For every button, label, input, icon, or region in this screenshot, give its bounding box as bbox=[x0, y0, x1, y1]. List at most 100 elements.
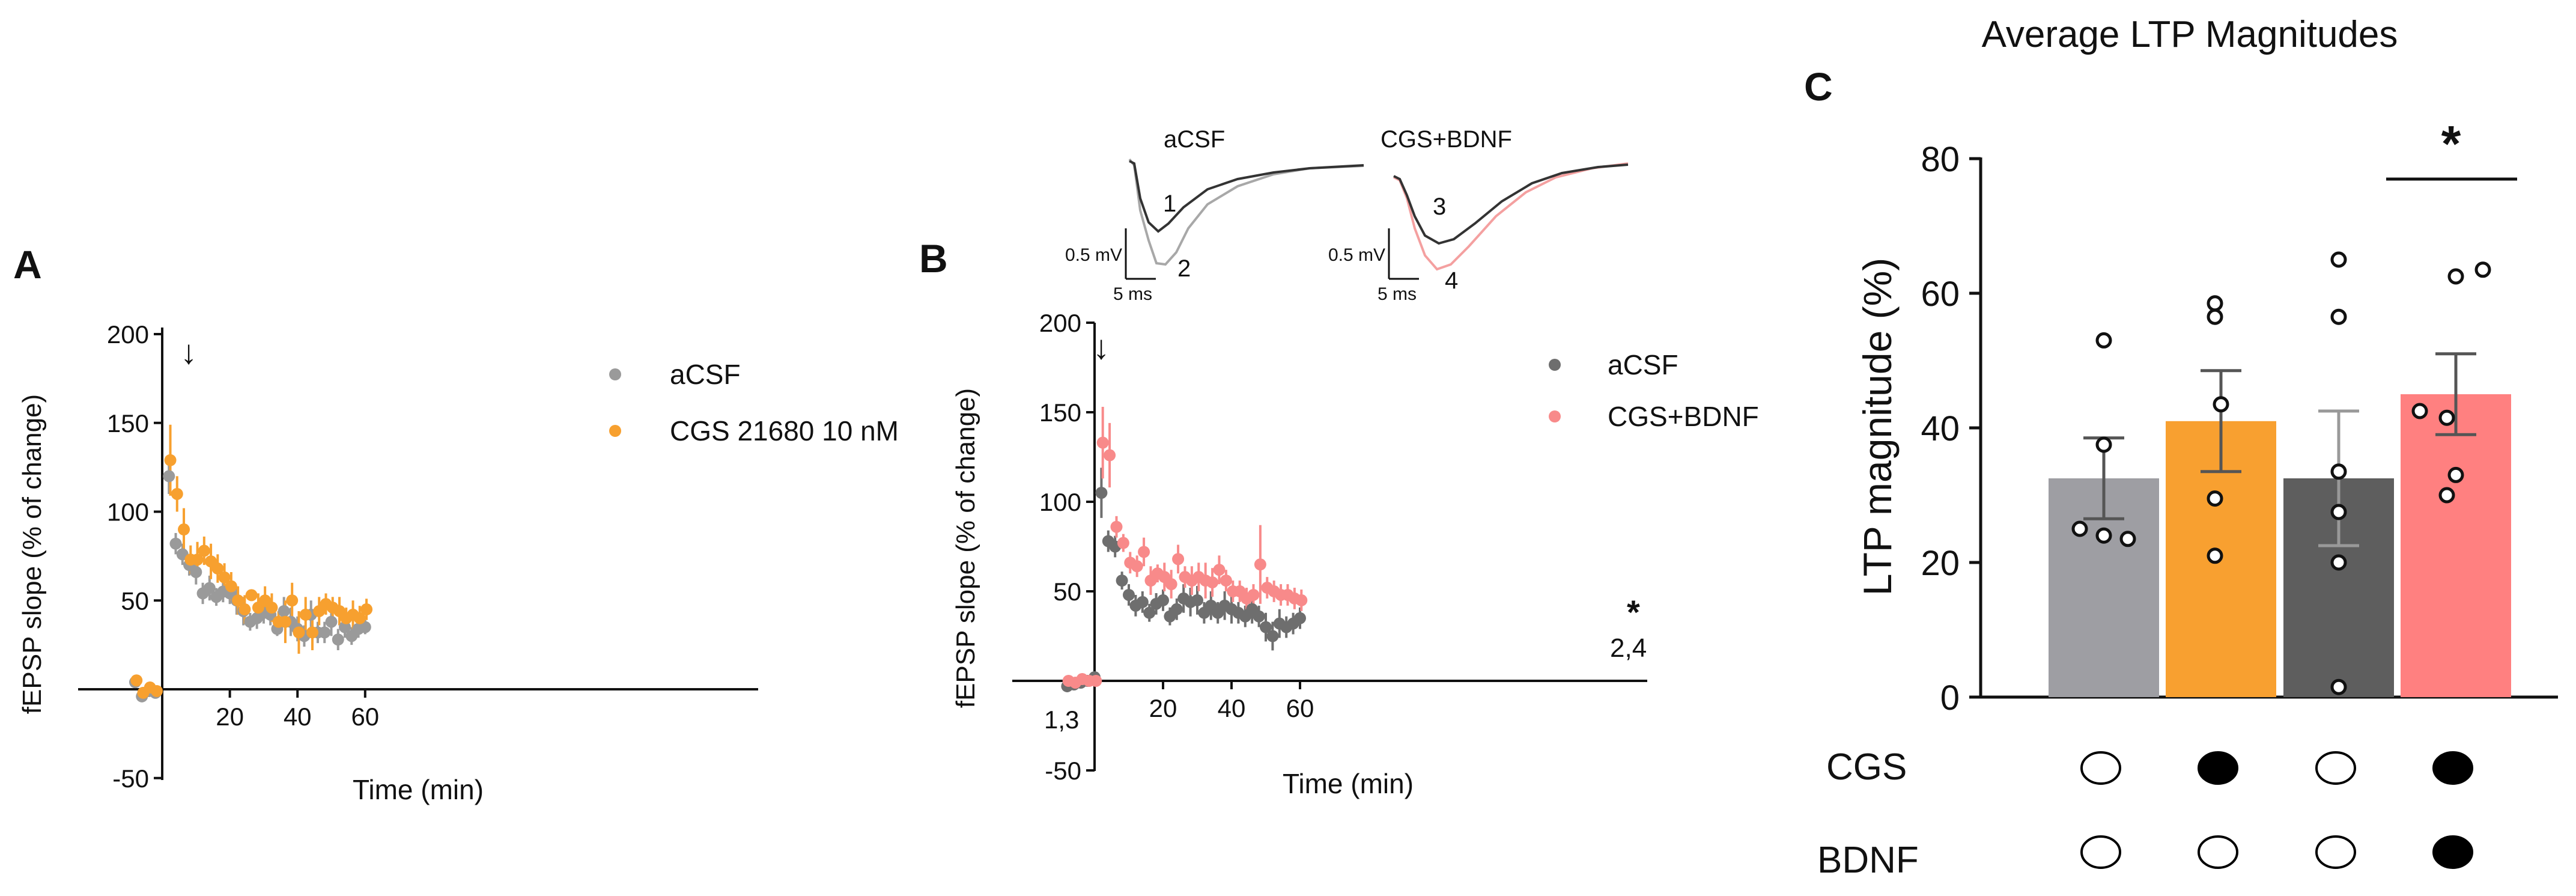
points-a bbox=[129, 454, 373, 702]
scale-ms-acsf: 5 ms bbox=[1113, 284, 1152, 304]
x-ticks-b: 20 40 60 bbox=[1149, 681, 1314, 722]
y-tick-label: 200 bbox=[107, 320, 149, 349]
data-point bbox=[1123, 588, 1135, 601]
x-axis-label-a: Time (min) bbox=[353, 774, 484, 805]
x-axis-label-b: Time (min) bbox=[1283, 768, 1414, 799]
y-tick-label: 60 bbox=[1921, 275, 1960, 314]
data-point bbox=[1220, 574, 1232, 587]
data-point bbox=[1104, 449, 1116, 462]
chart-title-c: Average LTP Magnitudes bbox=[1982, 14, 2398, 55]
legend-marker-acsf-b bbox=[1549, 359, 1561, 371]
legend-a: aCSF CGS 21680 10 nM bbox=[609, 359, 899, 446]
bar bbox=[2401, 394, 2511, 697]
scale-ms-cgs-bdnf: 5 ms bbox=[1378, 284, 1417, 304]
y-ticks-a: -50 50 100 150 200 bbox=[107, 320, 162, 793]
legend-b: aCSF CGS+BDNF bbox=[1549, 349, 1759, 432]
legend-label-acsf-b: aCSF bbox=[1608, 349, 1678, 380]
condition-label-cgs: CGS bbox=[1826, 746, 1907, 788]
data-point bbox=[1117, 537, 1129, 549]
individual-point bbox=[2207, 547, 2223, 564]
condition-indicator bbox=[2080, 835, 2121, 869]
scale-mv-acsf: 0.5 mV bbox=[1065, 245, 1122, 265]
condition-indicator bbox=[2432, 835, 2473, 869]
data-point bbox=[1138, 546, 1150, 558]
individual-point bbox=[2411, 403, 2428, 419]
data-point bbox=[1131, 560, 1143, 573]
individual-point bbox=[2438, 487, 2455, 504]
x-tick-label: 20 bbox=[216, 702, 244, 731]
condition-indicator bbox=[2198, 751, 2238, 785]
inset-trace-acsf: aCSF 1 2 0.5 mV 5 ms bbox=[1065, 126, 1364, 304]
x-tick-label: 60 bbox=[351, 702, 379, 731]
individual-point bbox=[2330, 308, 2347, 325]
y-tick-label: 150 bbox=[1039, 398, 1081, 427]
stimulus-arrow-b: ↓ bbox=[1093, 328, 1110, 366]
individual-point bbox=[2447, 466, 2464, 483]
individual-point bbox=[2095, 527, 2112, 544]
data-point bbox=[130, 674, 143, 687]
data-point bbox=[1170, 603, 1183, 615]
condition-indicator bbox=[2080, 751, 2121, 785]
condition-indicator bbox=[2198, 835, 2238, 869]
x-tick-label: 40 bbox=[284, 702, 312, 731]
condition-label-bdnf: BDNF bbox=[1817, 840, 1919, 881]
panel-c: Average LTP Magnitudes C 0 20 40 60 80 LTP m… bbox=[1804, 14, 2558, 881]
stimulus-arrow-a: ↓ bbox=[180, 333, 197, 371]
data-point bbox=[293, 626, 305, 639]
data-point bbox=[203, 582, 216, 594]
data-point bbox=[318, 626, 331, 639]
trace-acsf-2 bbox=[1128, 158, 1364, 266]
individual-point bbox=[2207, 308, 2223, 325]
data-point bbox=[360, 603, 373, 616]
y-tick-label: 150 bbox=[107, 409, 149, 437]
panel-a: A -50 50 100 150 200 20 40 60 fEPSP slope (% o… bbox=[13, 242, 899, 805]
data-point bbox=[325, 615, 338, 628]
data-point bbox=[279, 615, 291, 628]
individual-points-c bbox=[2071, 251, 2491, 695]
y-tick-label: 50 bbox=[1053, 578, 1081, 606]
y-tick-label: 20 bbox=[1921, 544, 1960, 583]
end-label-b: 2,4 bbox=[1610, 633, 1647, 663]
data-point bbox=[1254, 558, 1266, 571]
scale-mv-cgs-bdnf: 0.5 mV bbox=[1328, 245, 1385, 265]
data-point bbox=[191, 553, 204, 566]
individual-point bbox=[2474, 261, 2491, 278]
data-point bbox=[1116, 574, 1128, 587]
significance-star-b: * bbox=[1627, 593, 1640, 631]
panel-label-c: C bbox=[1804, 64, 1833, 109]
data-point bbox=[245, 589, 258, 602]
data-point bbox=[171, 487, 183, 500]
inset-label-2: 2 bbox=[1177, 255, 1191, 282]
individual-point bbox=[2330, 251, 2347, 268]
individual-point bbox=[2330, 554, 2347, 571]
y-ticks-c: 0 20 40 60 80 bbox=[1921, 140, 1981, 718]
y-axis-label-c: LTP magnitude (%) bbox=[1855, 258, 1900, 596]
data-point bbox=[198, 544, 210, 557]
legend-marker-cgs-bdnf-b bbox=[1549, 410, 1561, 422]
data-point bbox=[1095, 487, 1108, 499]
x-ticks-a: 20 40 60 bbox=[216, 689, 379, 731]
condition-indicator bbox=[2315, 835, 2356, 869]
individual-point bbox=[2071, 520, 2088, 537]
data-point bbox=[1172, 553, 1185, 565]
data-point bbox=[232, 594, 245, 607]
data-point bbox=[1096, 436, 1109, 449]
data-point bbox=[1110, 520, 1123, 533]
condition-indicator bbox=[2315, 751, 2356, 785]
inset-label-4: 4 bbox=[1445, 267, 1458, 294]
points-b bbox=[1061, 436, 1308, 692]
y-tick-label: -50 bbox=[1045, 757, 1081, 785]
panel-b: B -50 50 100 150 200 20 40 60 fEPSP slope (% o… bbox=[919, 126, 1759, 799]
data-point bbox=[278, 605, 290, 617]
y-tick-label: 200 bbox=[1039, 309, 1081, 337]
legend-marker-acsf-a bbox=[609, 368, 621, 380]
data-point bbox=[1165, 578, 1177, 591]
individual-point bbox=[2330, 504, 2347, 520]
data-point bbox=[1253, 610, 1265, 623]
error-bars-b bbox=[1066, 407, 1303, 690]
data-point bbox=[1266, 630, 1279, 642]
bars-c bbox=[2049, 352, 2511, 697]
individual-point bbox=[2207, 490, 2223, 507]
trace-cgs-bdnf-4 bbox=[1393, 162, 1629, 271]
inset-label-1: 1 bbox=[1163, 190, 1176, 217]
